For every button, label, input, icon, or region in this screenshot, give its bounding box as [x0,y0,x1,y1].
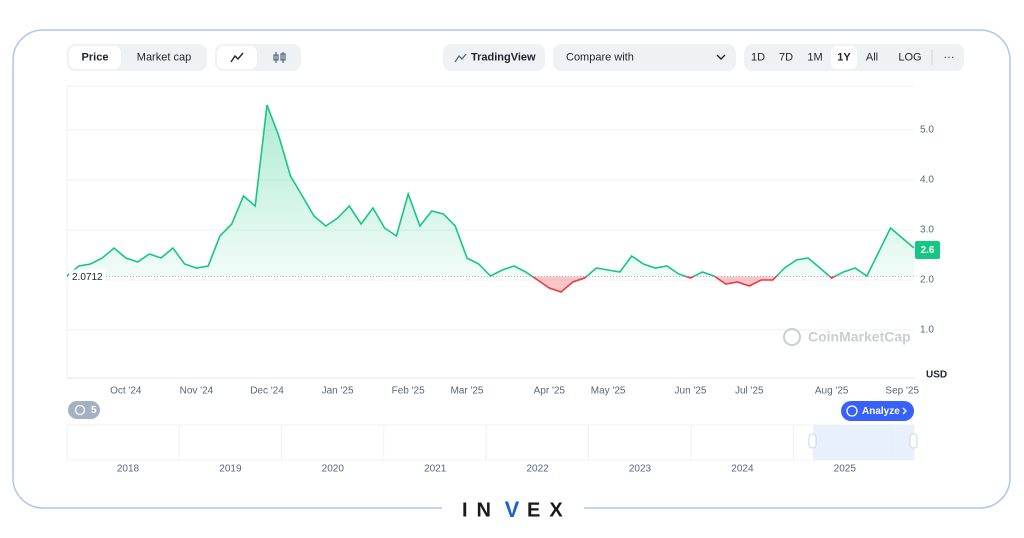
y-tick-label: 1.0 [920,325,934,336]
area-above [67,105,914,277]
x-tick-label: Oct '24 [110,386,142,397]
analyze-label: Analyze [862,406,900,417]
chevron [716,54,726,60]
range-button[interactable]: LOG [898,51,921,63]
handle[interactable] [808,433,817,449]
analyze-button[interactable] [841,401,914,421]
y-tick-label: 4.0 [920,175,934,186]
handle[interactable] [909,433,918,449]
tab-selected [69,46,121,69]
x-tick-label: Feb '25 [392,386,425,397]
watermark-icon [783,328,801,346]
x-tick-label: Jun '25 [675,386,707,397]
logo-text: V [505,497,520,522]
logo-bg [442,496,584,526]
line-icon [230,52,244,63]
compare-select[interactable] [553,44,736,71]
clock-icon [74,404,86,416]
price-line-below [67,276,868,293]
range-button[interactable]: 1D [751,51,765,63]
x-tick-label: Dec '24 [250,386,284,397]
tab[interactable]: Market cap [137,51,191,63]
year-label: 2021 [424,464,447,475]
watermark: CoinMarketCap [808,329,911,345]
baseline-label-bg [69,269,105,283]
year-label: 2023 [629,464,652,475]
price-badge-label: 2.6 [921,245,935,256]
range-button[interactable]: 1Y [837,51,851,63]
price-badge [915,241,940,259]
y-tick-label: 5.0 [920,125,934,136]
x-tick-label: Sep '25 [885,386,919,397]
more-button[interactable]: ··· [944,51,955,63]
x-tick-label: Jan '25 [322,386,354,397]
navigator[interactable] [66,424,915,461]
analyze-icon [846,405,858,417]
x-tick-label: Jul '25 [735,386,764,397]
y-tick-label: 3.0 [920,225,934,236]
logo-text: EX [527,499,572,521]
navigator-window[interactable] [813,425,914,460]
year-label: 2025 [834,464,857,475]
price-line [66,104,915,277]
logo-text: IN [462,499,500,521]
range-button[interactable]: 1M [807,51,822,63]
baseline-label: 2.0712 [72,272,103,283]
range-button[interactable]: All [866,51,878,63]
range-button[interactable]: 7D [779,51,793,63]
year-label: 2024 [731,464,754,475]
year-label: 2019 [219,464,242,475]
unit: USD [926,370,947,381]
x-tick-label: Apr '25 [534,386,566,397]
tradingview-label: TradingView [471,51,536,63]
history-count: 5 [91,405,97,416]
candle-icon[interactable] [273,52,286,63]
y-tick-label: 2.0 [920,275,934,286]
x-tick-label: Mar '25 [450,386,483,397]
range-selected [831,46,857,69]
x-tick-label: Nov '24 [180,386,214,397]
year-label: 2020 [322,464,345,475]
analyze-chevron [902,407,907,415]
year-label: 2022 [526,464,549,475]
tradingview-button[interactable] [443,44,545,71]
tv-icon [454,53,467,63]
compare-label: Compare with [566,51,634,63]
x-tick-label: May '25 [591,386,626,397]
tab[interactable]: Price [82,51,109,63]
year-label: 2018 [117,464,140,475]
x-tick-label: Aug '25 [815,386,849,397]
